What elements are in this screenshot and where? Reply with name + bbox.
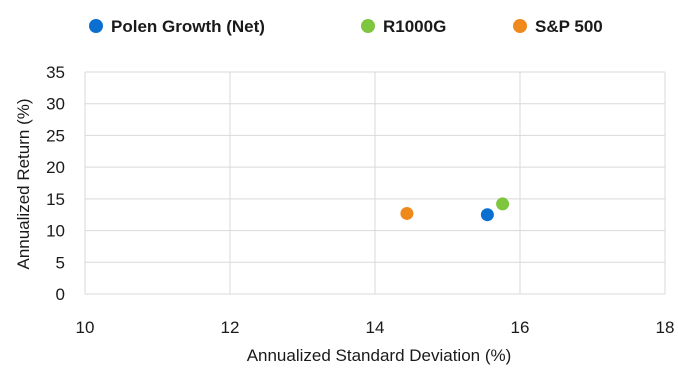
legend-label: S&P 500 (535, 17, 603, 36)
y-tick-label: 30 (46, 95, 65, 114)
legend-item: Polen Growth (Net) (89, 17, 265, 36)
legend-marker (513, 19, 527, 33)
y-tick-label: 25 (46, 126, 65, 145)
y-axis-title: Annualized Return (%) (14, 98, 33, 269)
y-tick-labels: 0 5 10 15 20 25 30 35 (46, 63, 65, 304)
y-tick-label: 5 (56, 253, 65, 272)
x-tick-labels: 10 12 14 16 18 (76, 318, 675, 337)
x-axis-title: Annualized Standard Deviation (%) (247, 346, 512, 365)
data-points (400, 197, 510, 222)
x-tick-label: 10 (76, 318, 95, 337)
legend-item: S&P 500 (513, 17, 603, 36)
y-tick-label: 35 (46, 63, 65, 82)
data-point (480, 208, 494, 222)
axes (84, 72, 665, 295)
legend-label: Polen Growth (Net) (111, 17, 265, 36)
y-tick-label: 20 (46, 158, 65, 177)
data-point (400, 206, 414, 220)
x-tick-label: 12 (221, 318, 240, 337)
x-tick-label: 18 (656, 318, 675, 337)
legend-marker (361, 19, 375, 33)
x-tick-label: 16 (511, 318, 530, 337)
grid (85, 71, 666, 294)
legend-label: R1000G (383, 17, 446, 36)
x-tick-label: 14 (366, 318, 385, 337)
y-tick-label: 10 (46, 222, 65, 241)
y-tick-label: 15 (46, 190, 65, 209)
legend: Polen Growth (Net) R1000G S&P 500 (89, 17, 603, 36)
legend-marker (89, 19, 103, 33)
y-tick-label: 0 (56, 285, 65, 304)
data-point (496, 197, 510, 211)
legend-item: R1000G (361, 17, 446, 36)
